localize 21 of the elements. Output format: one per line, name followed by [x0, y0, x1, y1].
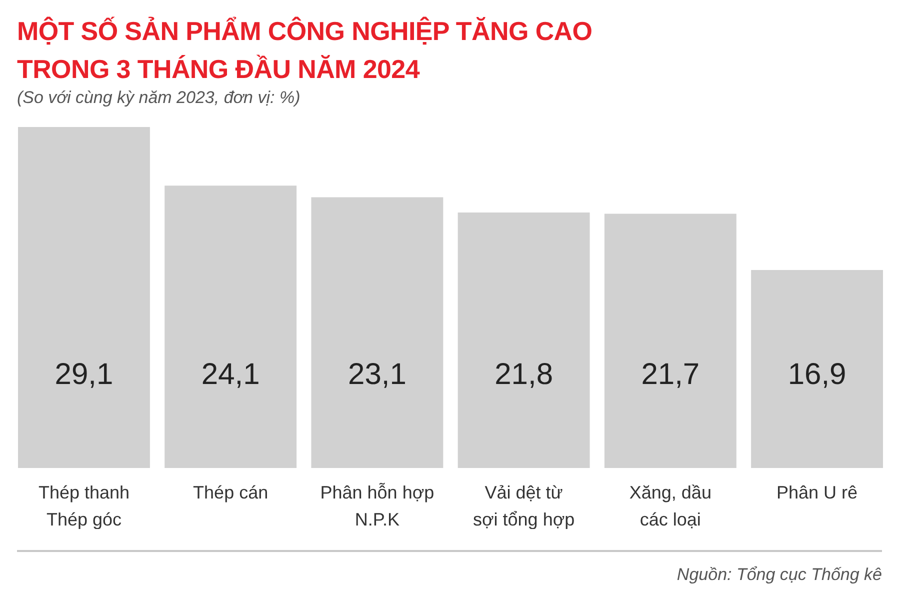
bar — [458, 212, 590, 468]
bar — [18, 127, 150, 468]
bar — [751, 270, 883, 468]
x-tick-label: Vải dệt từ sợi tổng hợp — [472, 482, 575, 530]
bar — [311, 197, 444, 468]
data-label: 21,7 — [641, 358, 700, 391]
text: Nguồn: Tổng cục Thống kê — [676, 565, 882, 585]
data-label: 24,1 — [201, 358, 260, 391]
x-tick-label: Thép thanh Thép góc — [38, 482, 130, 530]
x-tick-label: Phân hỗn hợp N.P.K — [320, 482, 434, 530]
x-tick-label: Thép cán — [193, 482, 268, 502]
bar — [164, 186, 297, 468]
chart-title: MỘT SỐ SẢN PHẨM CÔNG NGHIỆP TĂNG CAO TRONG 3 THÁNG ĐẦU NĂM 2024 — [17, 15, 592, 86]
data-label: 23,1 — [348, 358, 406, 391]
bar — [604, 214, 736, 468]
chart-subtitle: (So với cùng kỳ năm 2023, đơn vị: %) — [17, 88, 300, 108]
data-label: 29,1 — [54, 358, 114, 391]
x-tick-label: Xăng, dầu các loại — [629, 482, 712, 530]
x-tick-label: Phân U rê — [776, 482, 858, 502]
data-label: 16,9 — [788, 358, 846, 391]
data-label: 21,8 — [494, 358, 553, 391]
